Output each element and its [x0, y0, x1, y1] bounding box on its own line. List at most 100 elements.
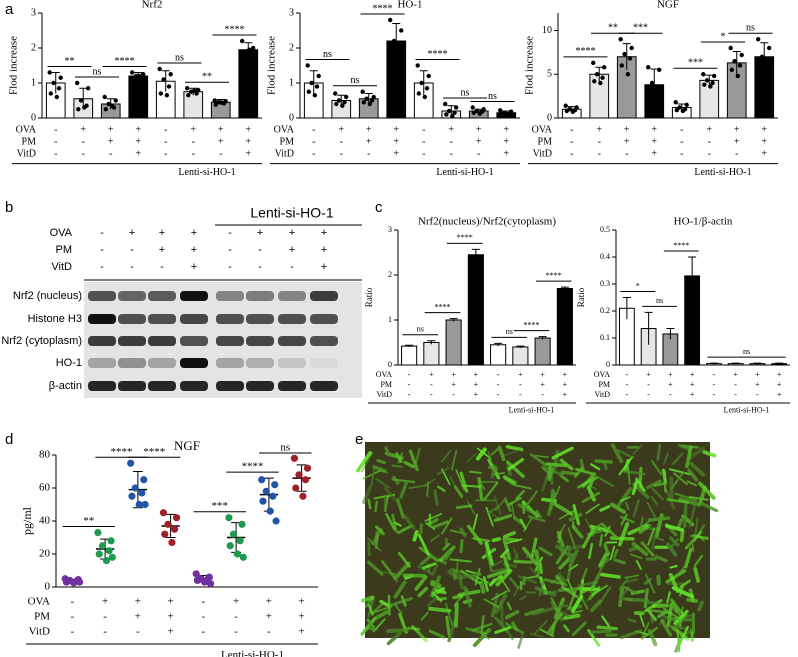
significance-label: ****	[143, 446, 165, 458]
cell	[677, 471, 686, 481]
data-point	[170, 525, 179, 533]
bar	[401, 345, 418, 366]
condition-name: VitD	[17, 148, 36, 159]
condition-sign: +	[734, 136, 740, 147]
cell	[402, 513, 416, 530]
data-point	[399, 28, 404, 33]
data-point	[86, 86, 91, 91]
bar	[128, 75, 149, 119]
blot-bands	[88, 291, 338, 391]
y-tick-label: 0	[547, 112, 552, 123]
condition-sign: +	[503, 136, 509, 147]
cell	[389, 596, 414, 607]
cell	[622, 585, 638, 595]
significance-label: ns	[746, 23, 755, 34]
cell	[397, 551, 411, 568]
significance-label: ns	[351, 75, 360, 86]
cell	[627, 463, 631, 485]
data-point	[206, 580, 215, 588]
cell	[591, 584, 608, 596]
cell	[670, 625, 690, 641]
significance-label: *	[636, 281, 640, 290]
cell	[507, 632, 514, 640]
data-point	[271, 481, 279, 489]
blot-band	[310, 381, 338, 391]
condition-sign: +	[429, 370, 434, 379]
micrograph-cells	[356, 443, 719, 653]
condition-sign: -	[54, 148, 57, 159]
condition-sign: +	[761, 124, 767, 135]
condition-sign: -	[164, 148, 167, 159]
data-point	[391, 38, 397, 44]
condition-sign: -	[570, 136, 573, 147]
cell	[440, 450, 452, 463]
cell	[556, 524, 566, 538]
condition-sign: -	[192, 136, 195, 147]
cell	[466, 500, 476, 515]
y-tick-label: 2	[289, 42, 294, 53]
data-point	[226, 542, 234, 550]
data-point	[272, 517, 280, 525]
condition-sign: -	[625, 148, 628, 159]
cell	[362, 469, 382, 480]
condition-sign: -	[54, 136, 57, 147]
cell	[422, 562, 437, 570]
error-bar	[309, 70, 318, 96]
cell	[507, 458, 524, 471]
cell	[589, 524, 611, 533]
data-point	[729, 67, 734, 73]
blot-sign: -	[100, 227, 104, 239]
blot-row-label: Nrf2 (cytoplasm)	[1, 335, 82, 347]
data-point	[47, 70, 52, 75]
condition-sign: +	[563, 390, 568, 399]
data-point	[765, 58, 770, 64]
blot-sign: +	[289, 244, 295, 256]
cell	[619, 496, 631, 502]
data-point	[295, 471, 303, 479]
cell	[571, 609, 583, 614]
cell	[623, 458, 631, 473]
cell	[557, 586, 583, 593]
cell	[617, 521, 630, 547]
error-bar	[449, 318, 458, 322]
cell	[420, 611, 429, 621]
data-point	[258, 476, 266, 484]
condition-name: VitD	[29, 626, 50, 638]
data-point	[655, 89, 660, 94]
blot-band	[310, 314, 338, 324]
data-point	[444, 112, 449, 117]
cell	[513, 560, 533, 564]
condition-sign: -	[541, 390, 544, 399]
cell	[557, 572, 567, 583]
cell	[362, 484, 373, 504]
condition-sign: -	[367, 148, 370, 159]
cell	[574, 467, 594, 475]
cell	[677, 625, 690, 648]
condition-name: OVA	[28, 596, 50, 608]
cell	[445, 615, 451, 639]
blot-band	[216, 336, 244, 346]
condition-sign: +	[190, 124, 196, 135]
cell	[685, 628, 694, 636]
cell	[394, 604, 403, 615]
condition-sign: +	[338, 124, 344, 135]
blot-row-label: β-actin	[49, 380, 82, 392]
error-bar	[666, 328, 675, 340]
cell	[558, 610, 571, 618]
y-tick-label: 0	[45, 581, 51, 593]
condition-sign: -	[164, 124, 167, 135]
cell	[665, 569, 687, 584]
condition-sign: +	[393, 148, 399, 159]
chart-title: Nrf2(nucleus)/Nrf2(cytoplasm)	[418, 216, 556, 228]
cell	[670, 598, 684, 616]
blot-band	[216, 381, 244, 391]
cell	[697, 600, 704, 612]
condition-name: PM	[34, 611, 50, 623]
blot-condition: OVA	[50, 227, 73, 239]
blot-title: Lenti-si-HO-1	[250, 205, 333, 221]
data-point	[505, 112, 510, 117]
error-bar	[538, 336, 547, 340]
blot-band	[246, 336, 274, 346]
data-point	[305, 63, 310, 68]
bar	[238, 49, 259, 119]
